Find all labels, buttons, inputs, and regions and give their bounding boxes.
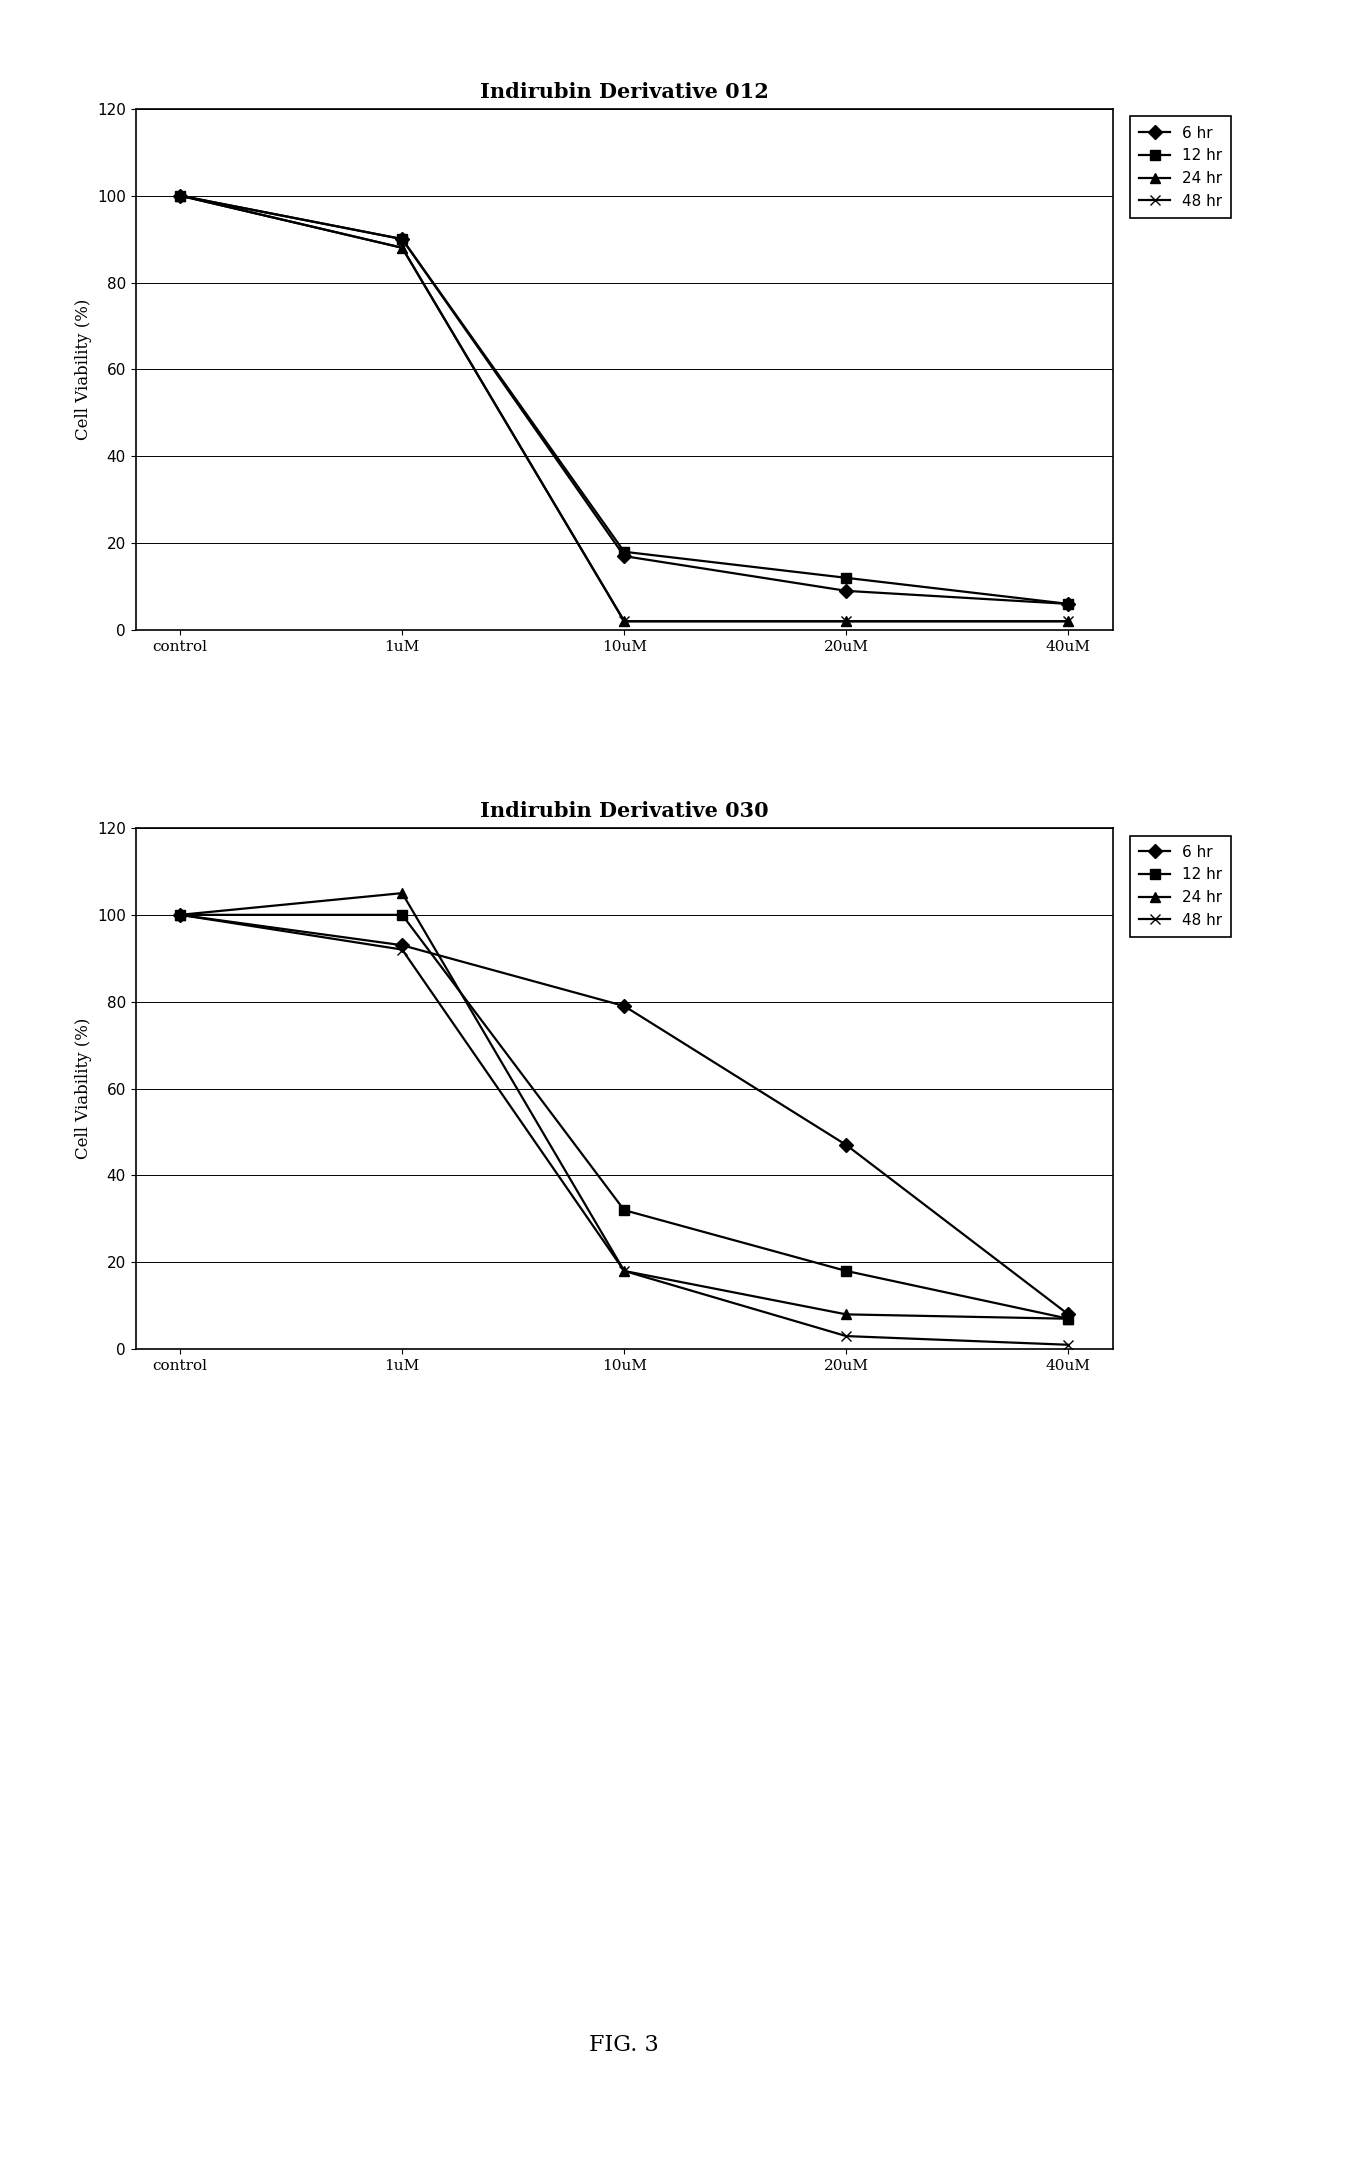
48 hr xyxy=(1060,1332,1076,1358)
12 hr xyxy=(394,226,410,252)
12 hr xyxy=(172,183,189,209)
12 hr xyxy=(839,1258,855,1284)
6 hr xyxy=(394,226,410,252)
24 hr xyxy=(394,235,410,261)
Line: 48 hr: 48 hr xyxy=(175,191,1073,627)
48 hr xyxy=(394,235,410,261)
Legend: 6 hr, 12 hr, 24 hr, 48 hr: 6 hr, 12 hr, 24 hr, 48 hr xyxy=(1130,836,1231,938)
Line: 48 hr: 48 hr xyxy=(175,910,1073,1349)
12 hr xyxy=(1060,1306,1076,1332)
6 hr xyxy=(839,1132,855,1158)
12 hr xyxy=(839,566,855,592)
6 hr xyxy=(172,901,189,927)
Text: FIG. 3: FIG. 3 xyxy=(589,2035,660,2056)
Title: Indirubin Derivative 030: Indirubin Derivative 030 xyxy=(480,801,768,820)
24 hr xyxy=(1060,609,1076,635)
48 hr xyxy=(1060,609,1076,635)
Legend: 6 hr, 12 hr, 24 hr, 48 hr: 6 hr, 12 hr, 24 hr, 48 hr xyxy=(1130,118,1231,218)
48 hr xyxy=(172,901,189,927)
24 hr xyxy=(839,1301,855,1327)
6 hr xyxy=(394,931,410,957)
12 hr xyxy=(172,901,189,927)
24 hr xyxy=(1060,1306,1076,1332)
48 hr xyxy=(839,609,855,635)
Y-axis label: Cell Viability (%): Cell Viability (%) xyxy=(75,1018,91,1160)
24 hr xyxy=(172,183,189,209)
6 hr xyxy=(1060,592,1076,618)
Line: 6 hr: 6 hr xyxy=(175,910,1073,1319)
12 hr xyxy=(616,540,632,566)
Title: Indirubin Derivative 012: Indirubin Derivative 012 xyxy=(480,83,768,102)
48 hr xyxy=(394,936,410,962)
6 hr xyxy=(172,183,189,209)
48 hr xyxy=(839,1323,855,1349)
48 hr xyxy=(616,1258,632,1284)
6 hr xyxy=(616,544,632,570)
Line: 6 hr: 6 hr xyxy=(175,191,1073,609)
Y-axis label: Cell Viability (%): Cell Viability (%) xyxy=(75,298,91,440)
24 hr xyxy=(839,609,855,635)
6 hr xyxy=(839,579,855,605)
48 hr xyxy=(172,183,189,209)
12 hr xyxy=(394,901,410,927)
Line: 12 hr: 12 hr xyxy=(175,191,1073,609)
12 hr xyxy=(1060,592,1076,618)
Line: 12 hr: 12 hr xyxy=(175,910,1073,1323)
24 hr xyxy=(394,879,410,905)
24 hr xyxy=(616,1258,632,1284)
Line: 24 hr: 24 hr xyxy=(175,191,1073,627)
6 hr xyxy=(1060,1301,1076,1327)
6 hr xyxy=(616,992,632,1018)
24 hr xyxy=(172,901,189,927)
48 hr xyxy=(616,609,632,635)
Line: 24 hr: 24 hr xyxy=(175,888,1073,1323)
24 hr xyxy=(616,609,632,635)
12 hr xyxy=(616,1197,632,1223)
